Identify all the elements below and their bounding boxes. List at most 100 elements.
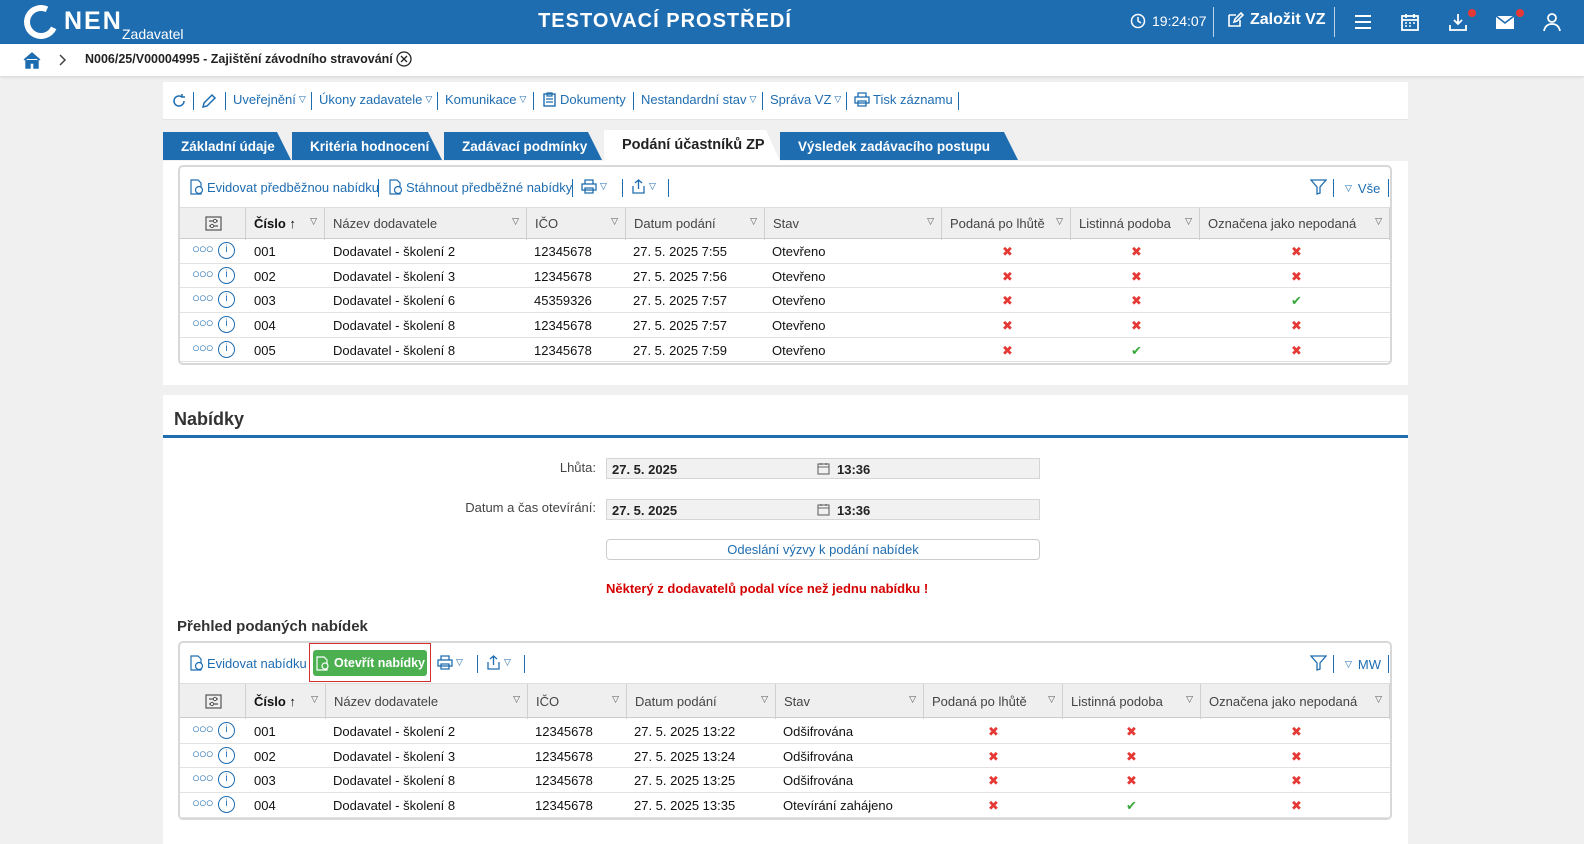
info-icon[interactable]: i [218, 316, 235, 334]
filter-triangle-icon[interactable]: ▽ [1056, 216, 1063, 226]
table-row[interactable]: ○○○ i 004 Dodavatel - školení 8 12345678 27. … [180, 793, 1390, 818]
evidovat-predbeznou-button[interactable]: Evidovat předběžnou nabídku [188, 179, 379, 195]
column-header-nepodana[interactable]: Označena jako nepodaná ▽ [1200, 208, 1390, 240]
column-header-nepodana[interactable]: Označena jako nepodaná ▽ [1201, 684, 1390, 719]
pencil-icon[interactable] [201, 93, 217, 109]
print-menu[interactable]: ▽ [581, 179, 607, 194]
info-icon[interactable]: i [218, 266, 235, 284]
download-icon[interactable] [1447, 11, 1469, 33]
column-header-nazev[interactable]: Název dodavatele ▽ [326, 684, 528, 719]
menu-komunikace[interactable]: Komunikace ▽ [445, 92, 526, 107]
filter-triangle-icon[interactable]: ▽ [310, 216, 317, 226]
filter-triangle-icon[interactable]: ▽ [311, 694, 318, 704]
nen-logo[interactable]: NEN Zadavatel [19, 0, 184, 44]
menu-dokumenty[interactable]: Dokumenty [542, 92, 626, 107]
column-header-ico[interactable]: IČO ▽ [527, 208, 626, 240]
filter-triangle-icon[interactable]: ▽ [612, 694, 619, 704]
menu-ukony-zadavatele[interactable]: Úkony zadavatele ▽ [319, 92, 432, 107]
info-icon[interactable]: i [218, 796, 235, 814]
column-header-po-lhute[interactable]: Podaná po lhůtě ▽ [942, 208, 1071, 240]
filter-triangle-icon[interactable]: ▽ [1048, 694, 1055, 704]
row-actions-icon[interactable]: ○○○ [192, 339, 214, 355]
filter-triangle-icon[interactable]: ▽ [513, 694, 520, 704]
menu-sprava-vz[interactable]: Správa VZ ▽ [770, 92, 841, 107]
row-actions-icon[interactable]: ○○○ [192, 265, 214, 281]
filter-icon[interactable] [1310, 655, 1327, 671]
filter-triangle-icon[interactable]: ▽ [1375, 694, 1382, 704]
column-header-cislo[interactable]: Číslo ↑ ▽ [246, 684, 326, 719]
opening-field[interactable]: 27. 5. 2025 13:36 [606, 499, 1040, 520]
table-row[interactable]: ○○○ i 001 Dodavatel - školení 2 12345678 27. … [180, 719, 1390, 744]
table-row[interactable]: ○○○ i 003 Dodavatel - školení 8 12345678 27. … [180, 768, 1390, 793]
refresh-icon[interactable] [171, 93, 187, 109]
export-menu[interactable]: ▽ [486, 655, 511, 670]
row-actions-icon[interactable]: ○○○ [192, 315, 214, 331]
table-row[interactable]: ○○○ i 001 Dodavatel - školení 2 12345678 27. … [180, 239, 1390, 264]
table-row[interactable]: ○○○ i 002 Dodavatel - školení 3 12345678 27. … [180, 264, 1390, 289]
column-header-nazev[interactable]: Název dodavatele ▽ [325, 208, 527, 240]
filter-triangle-icon[interactable]: ▽ [927, 216, 934, 226]
user-icon[interactable] [1541, 11, 1563, 33]
column-settings[interactable] [180, 208, 246, 240]
tab-zakladni-udaje[interactable]: Základní údaje [163, 132, 291, 160]
filter-triangle-icon[interactable]: ▽ [1186, 694, 1193, 704]
column-header-stav[interactable]: Stav ▽ [765, 208, 942, 240]
create-tender-button[interactable]: Založit VZ [1226, 11, 1326, 29]
row-actions-icon[interactable]: ○○○ [192, 721, 214, 736]
column-settings[interactable] [180, 684, 246, 719]
info-icon[interactable]: i [218, 242, 235, 259]
column-header-po-lhute[interactable]: Podaná po lhůtě ▽ [924, 684, 1063, 719]
row-actions-icon[interactable]: ○○○ [192, 795, 214, 811]
column-header-ico[interactable]: IČO ▽ [528, 684, 627, 719]
column-header-listinna[interactable]: Listinná podoba ▽ [1071, 208, 1200, 240]
view-filter-select[interactable]: ▽ MW [1345, 657, 1381, 672]
filter-triangle-icon[interactable]: ▽ [909, 694, 916, 704]
table-row[interactable]: ○○○ i 005 Dodavatel - školení 8 12345678 27. … [180, 338, 1390, 363]
column-header-datum[interactable]: Datum podání ▽ [627, 684, 776, 719]
info-icon[interactable]: i [218, 340, 235, 358]
export-menu[interactable]: ▽ [631, 179, 656, 194]
filter-triangle-icon[interactable]: ▽ [761, 694, 768, 704]
mail-icon[interactable] [1494, 11, 1516, 33]
stahnout-predbezne-button[interactable]: Stáhnout předběžné nabídky [387, 179, 572, 195]
menu-nestandardni-stav[interactable]: Nestandardní stav ▽ [641, 92, 756, 107]
print-menu[interactable]: ▽ [437, 655, 463, 670]
filter-icon[interactable] [1310, 179, 1327, 195]
column-header-stav[interactable]: Stav ▽ [776, 684, 924, 719]
close-icon[interactable] [396, 51, 412, 67]
menu-uverejneni[interactable]: Uveřejnění ▽ [233, 92, 306, 107]
tab-kriteria-hodnoceni[interactable]: Kritéria hodnocení [292, 132, 442, 160]
evidovat-nabidku-button[interactable]: Evidovat nabídku [188, 655, 307, 671]
send-invitation-button[interactable]: Odeslání výzvy k podání nabídek [606, 539, 1040, 560]
table-row[interactable]: ○○○ i 004 Dodavatel - školení 8 12345678 27. … [180, 313, 1390, 338]
info-icon[interactable]: i [218, 722, 235, 739]
column-header-cislo[interactable]: Číslo ↑ ▽ [246, 208, 325, 240]
open-offers-button[interactable]: Otevřít nabídky [313, 650, 427, 676]
home-icon[interactable] [22, 51, 42, 69]
column-header-listinna[interactable]: Listinná podoba ▽ [1063, 684, 1201, 719]
info-icon[interactable]: i [218, 291, 235, 309]
row-actions-icon[interactable]: ○○○ [192, 241, 214, 256]
filter-triangle-icon[interactable]: ▽ [512, 216, 519, 226]
row-actions-icon[interactable]: ○○○ [192, 745, 214, 761]
filter-triangle-icon[interactable]: ▽ [750, 216, 757, 226]
breadcrumb-title[interactable]: N006/25/V00004995 - Zajištění závodního … [85, 52, 393, 66]
info-icon[interactable]: i [218, 746, 235, 764]
deadline-field[interactable]: 27. 5. 2025 13:36 [606, 458, 1040, 479]
table-row[interactable]: ○○○ i 002 Dodavatel - školení 3 12345678 27. … [180, 744, 1390, 769]
tab-vysledek[interactable]: Výsledek zadávacího postupu [780, 132, 1018, 160]
table-row[interactable]: ○○○ i 003 Dodavatel - školení 6 45359326 27. … [180, 288, 1390, 313]
column-header-datum[interactable]: Datum podání ▽ [626, 208, 765, 240]
row-actions-icon[interactable]: ○○○ [192, 770, 214, 786]
tab-zadavaci-podminky[interactable]: Zadávací podmínky [444, 132, 602, 160]
filter-triangle-icon[interactable]: ▽ [1185, 216, 1192, 226]
view-filter-select[interactable]: ▽ Vše [1345, 181, 1380, 196]
calendar-icon[interactable] [1399, 11, 1421, 33]
menu-icon[interactable] [1352, 11, 1374, 33]
row-actions-icon[interactable]: ○○○ [192, 290, 214, 306]
info-icon[interactable]: i [218, 771, 235, 789]
filter-triangle-icon[interactable]: ▽ [611, 216, 618, 226]
menu-tisk-zaznamu[interactable]: Tisk záznamu [854, 92, 953, 107]
tab-podani-ucastniku[interactable]: Podání účastníků ZP [604, 130, 780, 161]
filter-triangle-icon[interactable]: ▽ [1375, 216, 1382, 226]
